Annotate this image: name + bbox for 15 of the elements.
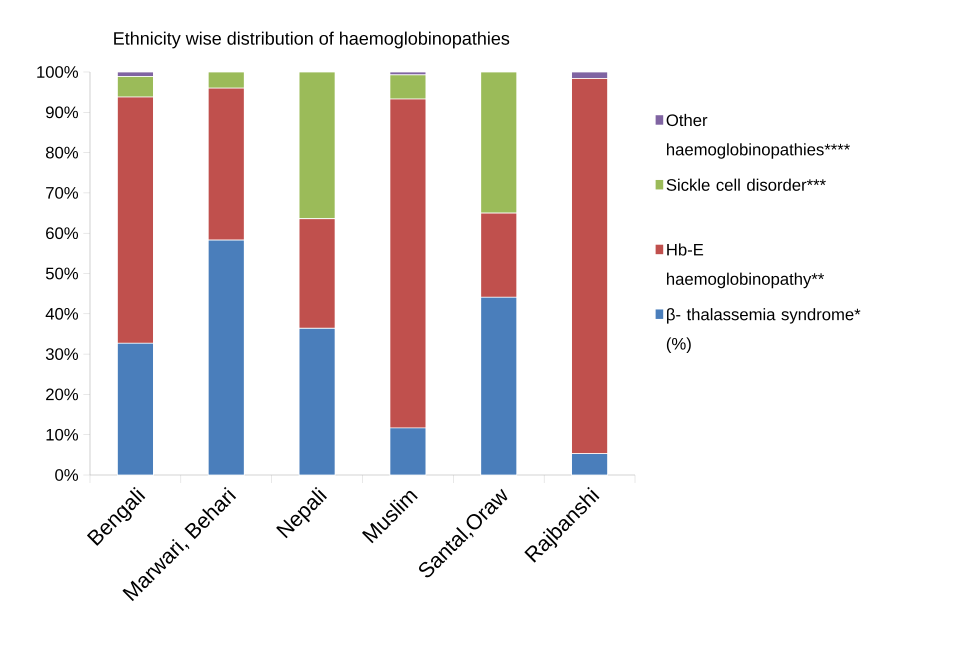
y-tick-label: 20%	[46, 388, 78, 400]
y-tick-label: 80%	[46, 146, 78, 159]
y-tick-label: 30%	[46, 348, 78, 360]
y-tick-label: 70%	[46, 187, 78, 199]
y-tick-label: 0%	[55, 469, 78, 481]
y-tick-label: 10%	[46, 428, 78, 441]
y-tick-label: 90%	[46, 106, 78, 118]
legend-label: Other haemoglobinopathies****	[666, 114, 850, 159]
legend-label: β- thalassemia syndrome* (%)	[666, 308, 860, 353]
legend-label: Sickle cell disorder***	[666, 178, 826, 191]
y-tick-label: 100%	[37, 66, 78, 78]
y-tick-label: 50%	[46, 268, 78, 280]
chart-title: Ethnicity wise distribution of haemoglobinopathies	[114, 32, 510, 48]
y-tick-label: 60%	[46, 227, 78, 240]
y-tick-label: 40%	[46, 308, 78, 320]
